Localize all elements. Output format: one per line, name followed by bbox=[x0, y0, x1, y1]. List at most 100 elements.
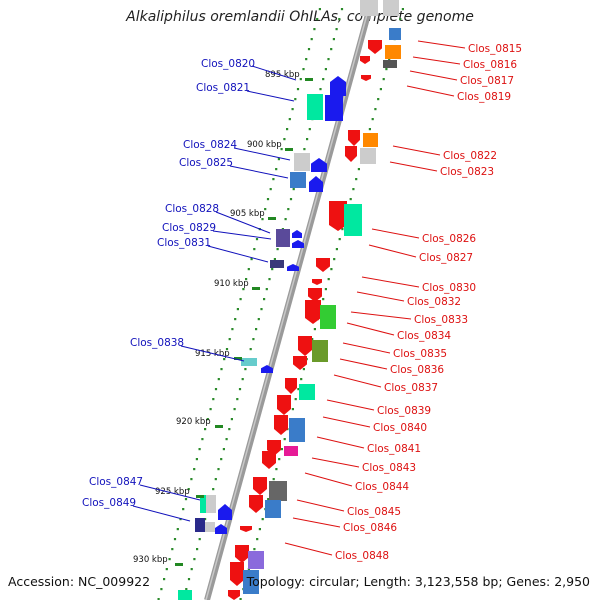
scale-tick bbox=[157, 598, 160, 600]
gene-label[interactable]: Clos_0819 bbox=[457, 91, 511, 103]
backbone-line bbox=[204, 0, 375, 600]
gene-label[interactable]: Clos_0848 bbox=[335, 550, 389, 562]
scale-major-tick bbox=[215, 425, 223, 428]
scale-major-tick bbox=[305, 78, 313, 81]
scale-tick bbox=[234, 318, 237, 321]
label-leader bbox=[412, 56, 461, 65]
gene-label[interactable]: Clos_0821 bbox=[196, 82, 250, 94]
gene-block bbox=[276, 229, 290, 247]
track-tick bbox=[327, 58, 330, 61]
gene-label[interactable]: Clos_0827 bbox=[419, 252, 473, 264]
track-tick bbox=[300, 378, 303, 381]
track-tick bbox=[388, 58, 391, 61]
gene-label[interactable]: Clos_0816 bbox=[463, 59, 517, 71]
track-tick bbox=[193, 558, 196, 561]
scale-label: 905 kbp bbox=[230, 209, 265, 219]
scale-tick bbox=[163, 578, 166, 581]
gene-label[interactable]: Clos_0830 bbox=[422, 282, 476, 294]
gene-reverse-arrow bbox=[249, 495, 263, 513]
gene-reverse-arrow bbox=[274, 415, 288, 435]
gene-label[interactable]: Clos_0826 bbox=[422, 233, 476, 245]
label-leader bbox=[229, 165, 289, 179]
track-tick bbox=[271, 268, 274, 271]
backbone bbox=[204, 0, 375, 600]
gene-block bbox=[289, 418, 305, 442]
gene-block bbox=[307, 94, 323, 120]
track-tick bbox=[198, 538, 201, 541]
track-tick bbox=[272, 478, 275, 481]
scale-tick bbox=[250, 258, 253, 261]
label-leader bbox=[356, 291, 405, 302]
gene-label[interactable]: Clos_0840 bbox=[373, 422, 427, 434]
track-tick bbox=[385, 68, 388, 71]
gene-label[interactable]: Clos_0820 bbox=[201, 58, 255, 70]
gene-label[interactable]: Clos_0845 bbox=[347, 506, 401, 518]
track-tick bbox=[283, 438, 286, 441]
track-tick bbox=[332, 38, 335, 41]
track-tick bbox=[335, 248, 338, 251]
gene-label[interactable]: Clos_0843 bbox=[362, 462, 416, 474]
track-tick bbox=[196, 548, 199, 551]
track-tick bbox=[278, 458, 281, 461]
gene-label[interactable]: Clos_0829 bbox=[162, 222, 216, 234]
gene-label[interactable]: Clos_0839 bbox=[377, 405, 431, 417]
label-leader bbox=[339, 358, 388, 370]
gene-block bbox=[241, 358, 257, 366]
gene-block bbox=[344, 204, 362, 236]
gene-label[interactable]: Clos_0846 bbox=[343, 522, 397, 534]
gene-block bbox=[205, 522, 215, 532]
scale-tick bbox=[236, 308, 239, 311]
gene-label[interactable]: Clos_0828 bbox=[165, 203, 219, 215]
track-tick bbox=[236, 398, 239, 401]
gene-label[interactable]: Clos_0844 bbox=[355, 481, 409, 493]
gene-label[interactable]: Clos_0815 bbox=[468, 43, 522, 55]
track-tick bbox=[330, 48, 333, 51]
gene-label[interactable]: Clos_0836 bbox=[390, 364, 444, 376]
gene-label[interactable]: Clos_0824 bbox=[183, 139, 237, 151]
scale-tick bbox=[247, 268, 250, 271]
scale-tick bbox=[190, 478, 193, 481]
scale-major-tick bbox=[196, 495, 204, 498]
track-tick bbox=[258, 528, 261, 531]
gene-label[interactable]: Clos_0832 bbox=[407, 296, 461, 308]
gene-label[interactable]: Clos_0837 bbox=[384, 382, 438, 394]
scale-tick bbox=[173, 538, 177, 541]
track-tick bbox=[319, 88, 322, 91]
scale-tick bbox=[272, 178, 275, 181]
gene-label[interactable]: Clos_0831 bbox=[157, 237, 211, 249]
scale-major-tick bbox=[252, 287, 260, 290]
gene-label[interactable]: Clos_0825 bbox=[179, 157, 233, 169]
label-leader bbox=[246, 90, 295, 102]
scale-tick bbox=[179, 518, 182, 521]
track-tick bbox=[324, 288, 327, 291]
track-tick bbox=[377, 98, 380, 101]
scale-tick bbox=[204, 428, 207, 431]
gene-reverse-arrow bbox=[329, 201, 347, 231]
gene-forward-arrow bbox=[218, 504, 232, 520]
gene-reverse-arrow bbox=[277, 395, 291, 415]
scale-tick bbox=[307, 48, 311, 51]
gene-label[interactable]: Clos_0822 bbox=[443, 150, 497, 162]
track-tick bbox=[371, 118, 374, 121]
gene-label[interactable]: Clos_0823 bbox=[440, 166, 494, 178]
gene-reverse-arrow bbox=[305, 300, 321, 324]
backbone-highlight bbox=[205, 0, 372, 600]
gene-labels: Clos_0820 Clos_0821 Clos_0824 Clos_0825 Clos… bbox=[82, 43, 522, 562]
gene-label[interactable]: Clos_0817 bbox=[460, 75, 514, 87]
track-tick bbox=[338, 238, 341, 241]
gene-forward-arrow bbox=[292, 230, 302, 238]
track-tick bbox=[228, 428, 231, 431]
gene-label[interactable]: Clos_0841 bbox=[367, 443, 421, 455]
gene-label[interactable]: Clos_0834 bbox=[397, 330, 451, 342]
gene-label[interactable]: Clos_0835 bbox=[393, 348, 447, 360]
gene-label[interactable]: Clos_0849 bbox=[82, 497, 136, 509]
gene-label[interactable]: Clos_0847 bbox=[89, 476, 143, 488]
track-tick bbox=[220, 458, 223, 461]
gene-label[interactable]: Clos_0838 bbox=[130, 337, 184, 349]
gene-label[interactable]: Clos_0833 bbox=[414, 314, 468, 326]
scale-tick bbox=[171, 548, 174, 551]
scale-label: 910 kbp bbox=[214, 279, 249, 289]
scale-tick bbox=[193, 468, 196, 471]
track-tick bbox=[230, 418, 233, 421]
scale-label: 925 kbp bbox=[155, 487, 190, 497]
